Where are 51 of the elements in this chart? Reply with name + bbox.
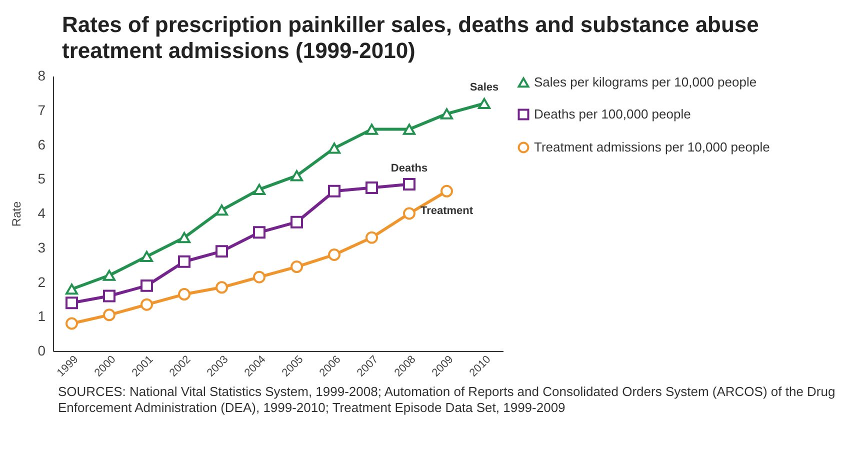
legend-label: Sales per kilograms per 10,000 people [534, 74, 757, 90]
point [253, 270, 266, 284]
point [216, 245, 228, 258]
point [66, 296, 78, 310]
chart-title: Rates of prescription painkiller sales, deaths and substance abuse treatment admissions (1999-2010) [62, 12, 760, 64]
source-note: SOURCES: National Vital Statistics System, 1999-2008; Automation of Reports and Consolidated Orders System (ARCOS) of the Drug Enforcement Administration (DEA), 1999-2010; Treatment Episode Data Set, 1999-2009 [58, 384, 836, 416]
point [103, 290, 116, 302]
y-tick-label: 0 [38, 342, 46, 358]
point [403, 178, 416, 191]
point [328, 142, 340, 154]
point [140, 298, 153, 311]
point [103, 308, 116, 322]
point [328, 184, 340, 198]
point [403, 207, 416, 220]
point [290, 260, 303, 274]
point [178, 288, 190, 301]
y-tick-label: 5 [38, 170, 46, 187]
point [216, 281, 228, 294]
annotation: Deaths [390, 162, 428, 174]
point [478, 98, 490, 110]
point [366, 124, 378, 135]
point [178, 255, 190, 268]
y-tick-label: 1 [38, 308, 46, 324]
annotation: Sales [470, 82, 499, 94]
y-tick-label: 4 [38, 205, 46, 221]
point [253, 184, 266, 195]
point [216, 204, 228, 216]
y-tick-label: 3 [38, 239, 46, 256]
point [366, 181, 378, 194]
point [403, 124, 416, 135]
annotation: Treatment [420, 205, 474, 218]
point [290, 170, 303, 182]
point [366, 231, 378, 244]
point [140, 279, 153, 292]
point [290, 216, 303, 228]
y-tick-label: 8 [38, 68, 46, 84]
point [66, 317, 78, 330]
point [140, 250, 153, 262]
point [328, 248, 340, 261]
point [253, 226, 266, 239]
y-tick-label: 2 [38, 274, 46, 290]
point [440, 184, 453, 198]
y-axis-title: Rate [10, 201, 24, 227]
y-tick-label: 7 [38, 102, 46, 118]
point [66, 284, 78, 295]
point [103, 270, 116, 281]
legend-label: Treatment admissions per 10,000 people [534, 140, 770, 154]
legend-label: Deaths per 100,000 people [534, 106, 691, 122]
point [440, 108, 453, 120]
point [178, 232, 190, 244]
y-tick-label: 6 [38, 136, 46, 152]
